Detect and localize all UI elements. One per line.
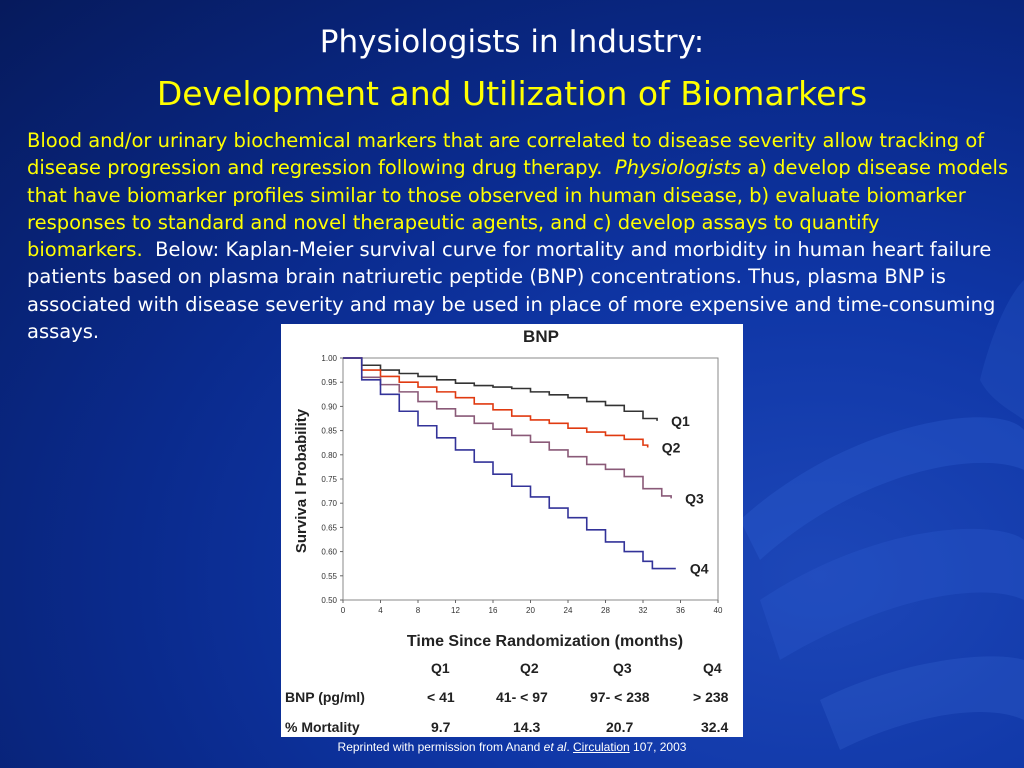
series-line-q1 — [343, 357, 658, 421]
series-line-q2 — [343, 357, 649, 448]
body-paragraph: Blood and/or urinary biochemical markers… — [27, 127, 1012, 345]
y-axis-label: Surviva l Probability — [293, 408, 310, 553]
y-tick-label: 1.00 — [321, 354, 337, 363]
x-tick-label: 28 — [601, 606, 610, 615]
table-row-mortality-q2: 14.3 — [513, 719, 541, 735]
caption-prefix: Reprinted with permission from Anand — [337, 740, 544, 754]
x-tick-label: 16 — [489, 606, 498, 615]
series-label-q4: Q4 — [690, 561, 709, 577]
y-tick-label: 0.55 — [321, 572, 337, 581]
caption-suffix: 107, 2003 — [629, 740, 687, 754]
chart-title: BNP — [523, 327, 559, 346]
table-header-q1: Q1 — [431, 660, 450, 676]
x-tick-label: 20 — [526, 606, 535, 615]
table-header-q3: Q3 — [613, 660, 632, 676]
y-tick-label: 0.50 — [321, 596, 337, 605]
x-tick-label: 8 — [416, 606, 421, 615]
table-row-bnp-q1: < 41 — [427, 689, 455, 705]
series-line-q3 — [343, 357, 672, 499]
table-row-bnp-q3: 97- < 238 — [590, 689, 650, 705]
y-tick-label: 0.85 — [321, 427, 337, 436]
series-lines: Q1 Q2 Q3 Q4 — [343, 357, 709, 577]
x-tick-label: 0 — [341, 606, 346, 615]
table-row-mortality-q3: 20.7 — [606, 719, 634, 735]
slide-title-line1: Physiologists in Industry: — [319, 24, 705, 60]
caption-etal: et al — [543, 740, 567, 754]
axes: 0.50 0.55 0.60 0.65 0.70 0.75 0.80 0.85 0.90 0.95… — [321, 354, 723, 615]
x-tick-label: 40 — [714, 606, 723, 615]
y-tick-label: 0.60 — [321, 548, 337, 557]
body-white-part: Below: Kaplan-Meier survival curve for m… — [27, 238, 996, 344]
series-label-q2: Q2 — [662, 440, 681, 456]
table-row-mortality-label: % Mortality — [285, 719, 360, 735]
table-header-q2: Q2 — [520, 660, 539, 676]
table-row-bnp-q4: > 238 — [693, 689, 729, 705]
series-label-q1: Q1 — [671, 413, 690, 429]
series-label-q3: Q3 — [685, 490, 704, 506]
series-line-q4 — [343, 357, 676, 570]
slide-title-line2: Development and Utilization of Biomarker… — [156, 74, 868, 113]
y-tick-label: 0.65 — [321, 523, 337, 532]
y-tick-label: 0.90 — [321, 402, 337, 411]
table-row-bnp-label: BNP (pg/ml) — [285, 689, 365, 705]
table-row-mortality-q1: 9.7 — [431, 719, 451, 735]
y-tick-label: 0.70 — [321, 499, 337, 508]
y-tick-label: 0.75 — [321, 475, 337, 484]
survival-chart-figure: BNP Surviva l Probability Time Since Ran… — [281, 324, 743, 737]
y-tick-label: 0.80 — [321, 451, 337, 460]
x-axis-label: Time Since Randomization (months) — [407, 633, 683, 650]
x-tick-label: 32 — [639, 606, 648, 615]
y-tick-label: 0.95 — [321, 378, 337, 387]
survival-chart: BNP Surviva l Probability Time Since Ran… — [293, 327, 723, 650]
x-tick-label: 12 — [451, 606, 460, 615]
x-tick-label: 24 — [564, 606, 573, 615]
table-row-mortality-q4: 32.4 — [701, 719, 729, 735]
body-yellow-part1: Blood and/or urinary biochemical markers… — [27, 129, 985, 180]
caption-dot: . — [566, 740, 574, 754]
x-tick-label: 4 — [378, 606, 383, 615]
figure-caption: Reprinted with permission from Anand et … — [281, 740, 743, 754]
table-row-bnp-q2: 41- < 97 — [496, 689, 548, 705]
body-italic-word: Physiologists — [614, 156, 742, 180]
body-yellow-part2: a) develop disease models that have biom… — [27, 156, 1009, 262]
table-header-q4: Q4 — [703, 660, 722, 676]
caption-journal: Circulation — [573, 740, 630, 754]
x-tick-label: 36 — [676, 606, 685, 615]
